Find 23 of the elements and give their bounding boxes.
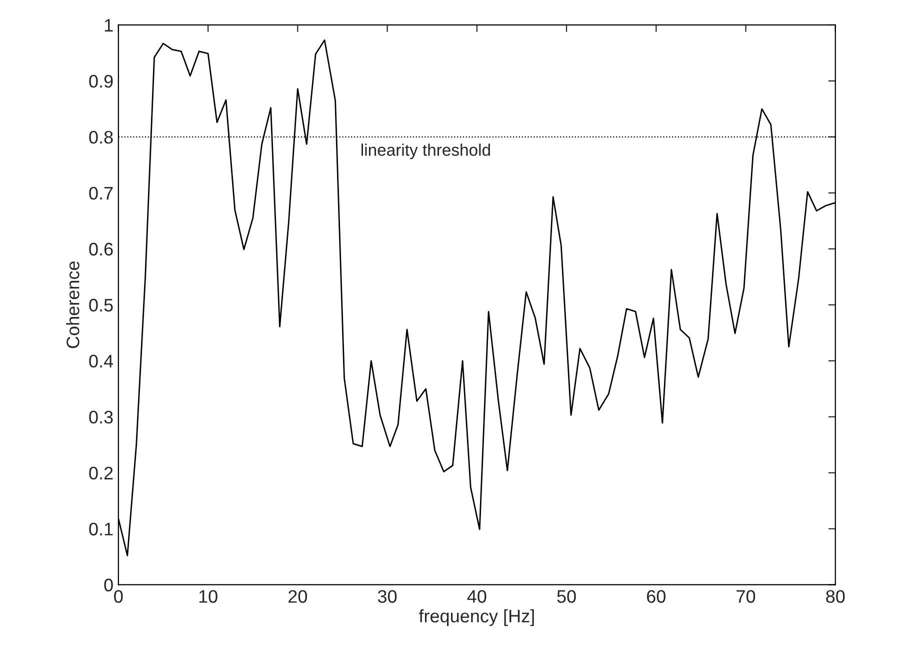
y-tick-label: 0.5 — [89, 298, 113, 312]
x-tick-label: 30 — [378, 590, 397, 603]
x-tick-label: 60 — [647, 590, 666, 603]
x-tick-label: 10 — [199, 590, 218, 603]
ref-line-label: linearity threshold — [362, 144, 490, 160]
y-tick-label: 1 — [104, 19, 113, 32]
x-tick-label: 70 — [736, 590, 756, 603]
y-tick-label: 0.7 — [89, 186, 113, 200]
x-tick-label: 40 — [467, 590, 486, 603]
y-tick-label: 0.6 — [89, 242, 113, 256]
y-tick-label: 0.3 — [89, 410, 113, 424]
x-tick-label: 0 — [114, 590, 123, 603]
y-tick-label: 0.8 — [89, 130, 113, 144]
y-tick-label: 0.9 — [89, 74, 113, 88]
y-tick-label: 0 — [104, 578, 113, 592]
y-tick-label: 0.4 — [89, 354, 114, 368]
x-tick-label: 50 — [557, 590, 576, 603]
y-tick-label: 0.1 — [89, 522, 113, 536]
y-tick-label: 0.2 — [89, 466, 113, 480]
x-tick-label: 20 — [288, 590, 308, 603]
y-axis-title: Coherence — [66, 261, 80, 348]
x-axis-title: frequency [Hz] — [418, 609, 534, 626]
x-tick-label: 80 — [826, 590, 845, 603]
